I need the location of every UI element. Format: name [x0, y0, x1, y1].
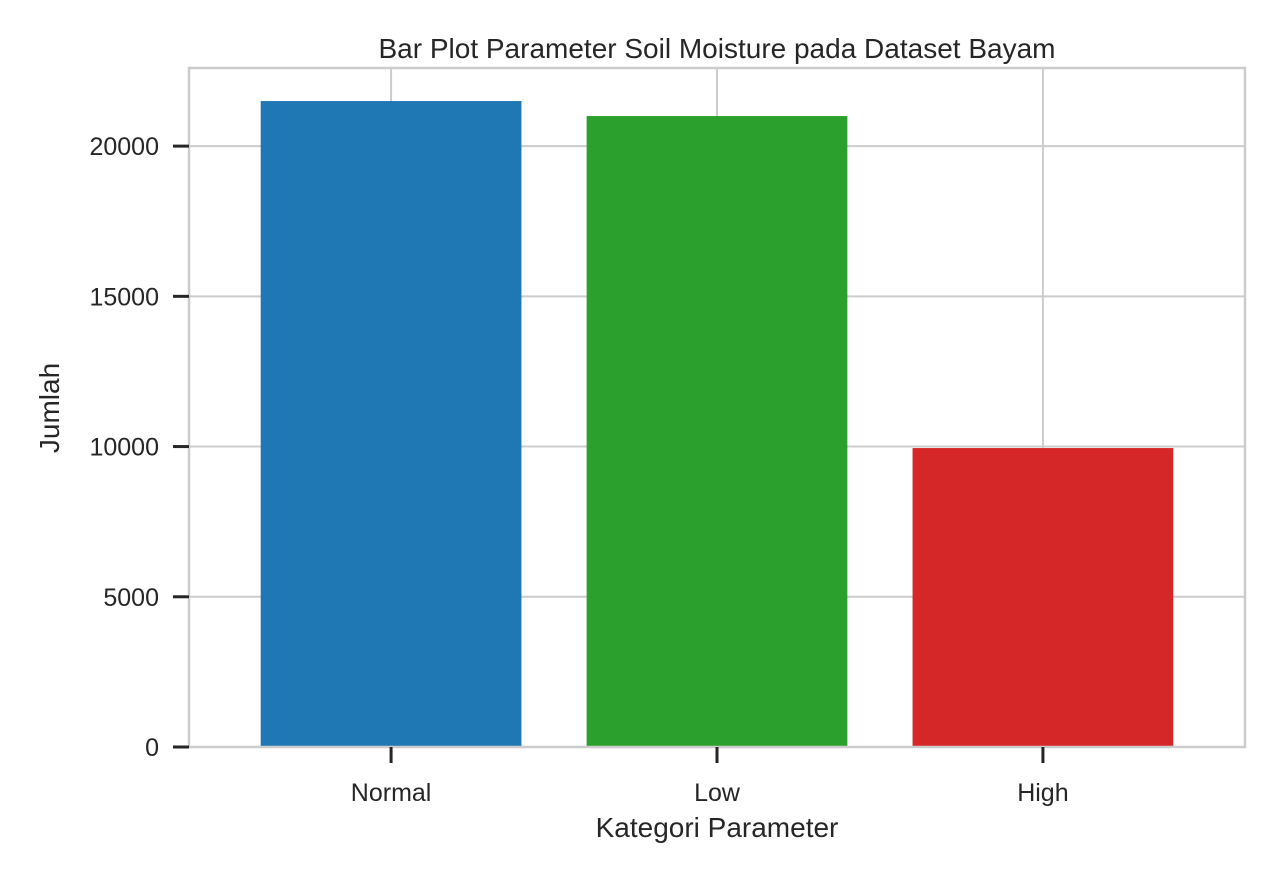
tick-layer: 0 5000 10000 15000 20000 Normal Low High: [89, 133, 1068, 807]
x-tick-label: Normal: [351, 779, 432, 807]
x-tick-label: High: [1017, 779, 1068, 807]
y-tick-label: 10000: [89, 434, 159, 462]
x-tick-label: Low: [694, 779, 741, 807]
chart-title: Bar Plot Parameter Soil Moisture pada Da…: [379, 33, 1056, 64]
y-tick-label: 0: [145, 734, 159, 762]
y-tick-label: 20000: [89, 133, 159, 161]
y-tick-label: 5000: [103, 584, 159, 612]
bar-layer: [260, 101, 1174, 747]
y-axis-label: Jumlah: [34, 363, 65, 453]
x-axis-label: Kategori Parameter: [596, 812, 839, 843]
y-tick-label: 15000: [89, 283, 159, 311]
bar-low: [586, 116, 848, 747]
bar-normal: [260, 101, 522, 747]
bar-high: [912, 448, 1174, 747]
